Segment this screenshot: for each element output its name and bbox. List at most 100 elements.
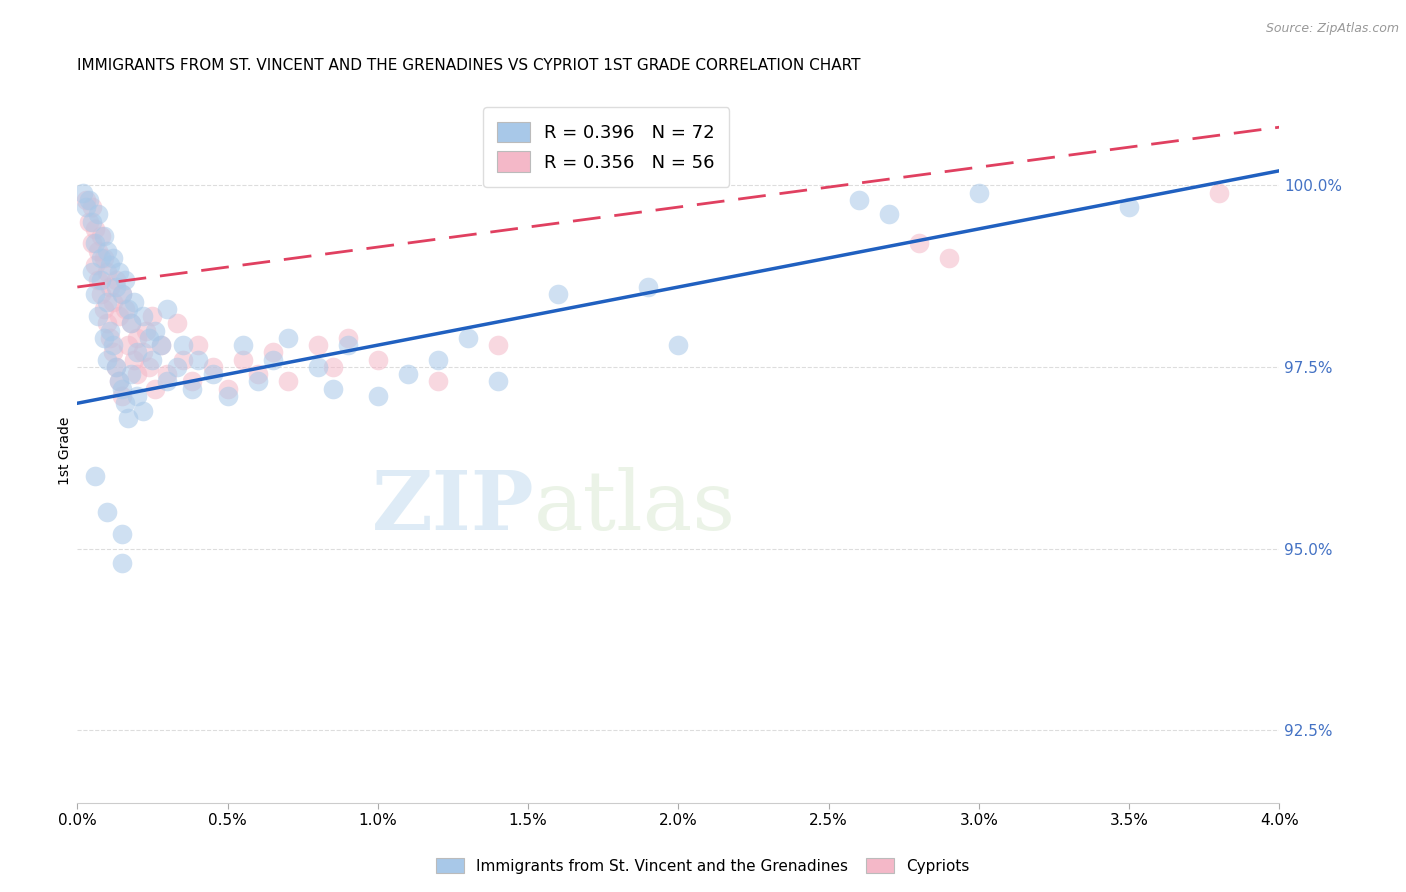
Point <box>114 301 136 316</box>
Legend: R = 0.396   N = 72, R = 0.356   N = 56: R = 0.396 N = 72, R = 0.356 N = 56 <box>484 107 730 186</box>
Point <box>111 287 134 301</box>
Point <box>84 236 107 251</box>
Point <box>132 345 155 359</box>
Point <box>156 375 179 389</box>
Point <box>117 338 139 352</box>
Point <box>105 280 128 294</box>
Point <box>336 338 359 352</box>
Point <box>201 359 224 374</box>
Point <box>367 352 389 367</box>
Point <box>141 352 163 367</box>
Point <box>217 382 239 396</box>
Point <box>967 186 990 200</box>
Point <box>127 389 149 403</box>
Point <box>336 331 359 345</box>
Point <box>79 193 101 207</box>
Point <box>938 251 960 265</box>
Point <box>82 236 104 251</box>
Point <box>848 193 870 207</box>
Point <box>93 301 115 316</box>
Legend: Immigrants from St. Vincent and the Grenadines, Cypriots: Immigrants from St. Vincent and the Gren… <box>430 852 976 880</box>
Point <box>547 287 569 301</box>
Point <box>486 375 509 389</box>
Point <box>84 222 107 236</box>
Point <box>166 316 188 330</box>
Point <box>87 244 110 258</box>
Point <box>114 396 136 410</box>
Point <box>108 375 131 389</box>
Point <box>82 214 104 228</box>
Point <box>156 367 179 381</box>
Point <box>246 367 269 381</box>
Point <box>427 375 450 389</box>
Point <box>79 214 101 228</box>
Point <box>105 273 128 287</box>
Point <box>90 287 112 301</box>
Point <box>132 309 155 323</box>
Point <box>277 331 299 345</box>
Point <box>87 273 110 287</box>
Point <box>93 331 115 345</box>
Point <box>90 273 112 287</box>
Point <box>117 410 139 425</box>
Point <box>103 338 125 352</box>
Point <box>120 367 142 381</box>
Point <box>307 359 329 374</box>
Point <box>117 301 139 316</box>
Point <box>100 258 122 272</box>
Text: IMMIGRANTS FROM ST. VINCENT AND THE GRENADINES VS CYPRIOT 1ST GRADE CORRELATION : IMMIGRANTS FROM ST. VINCENT AND THE GREN… <box>77 58 860 73</box>
Point <box>322 382 344 396</box>
Point <box>96 294 118 309</box>
Point <box>105 359 128 374</box>
Point <box>111 556 134 570</box>
Point <box>93 229 115 244</box>
Point <box>1208 186 1230 200</box>
Point <box>82 265 104 279</box>
Point <box>180 382 202 396</box>
Point <box>427 352 450 367</box>
Point <box>90 251 112 265</box>
Point <box>127 331 149 345</box>
Point <box>108 375 131 389</box>
Point <box>93 251 115 265</box>
Point <box>100 331 122 345</box>
Point <box>96 244 118 258</box>
Text: Source: ZipAtlas.com: Source: ZipAtlas.com <box>1265 22 1399 36</box>
Point <box>145 382 167 396</box>
Point <box>127 367 149 381</box>
Point <box>87 309 110 323</box>
Point <box>127 345 149 359</box>
Point <box>108 265 131 279</box>
Point <box>100 324 122 338</box>
Point <box>111 389 134 403</box>
Point <box>172 338 194 352</box>
Point <box>322 359 344 374</box>
Point <box>103 251 125 265</box>
Point <box>232 352 254 367</box>
Point <box>96 316 118 330</box>
Point <box>232 338 254 352</box>
Point <box>84 287 107 301</box>
Point <box>877 207 900 221</box>
Point <box>120 316 142 330</box>
Point <box>908 236 931 251</box>
Point <box>75 200 97 214</box>
Point <box>141 309 163 323</box>
Point <box>187 338 209 352</box>
Point <box>1118 200 1140 214</box>
Point <box>96 505 118 519</box>
Point <box>96 352 118 367</box>
Point <box>82 200 104 214</box>
Point <box>84 469 107 483</box>
Point <box>150 338 173 352</box>
Point <box>486 338 509 352</box>
Point <box>75 193 97 207</box>
Y-axis label: 1st Grade: 1st Grade <box>58 417 72 484</box>
Point <box>180 375 202 389</box>
Point <box>145 324 167 338</box>
Point <box>396 367 419 381</box>
Point <box>111 382 134 396</box>
Point <box>96 265 118 279</box>
Text: ZIP: ZIP <box>371 467 534 547</box>
Point <box>166 359 188 374</box>
